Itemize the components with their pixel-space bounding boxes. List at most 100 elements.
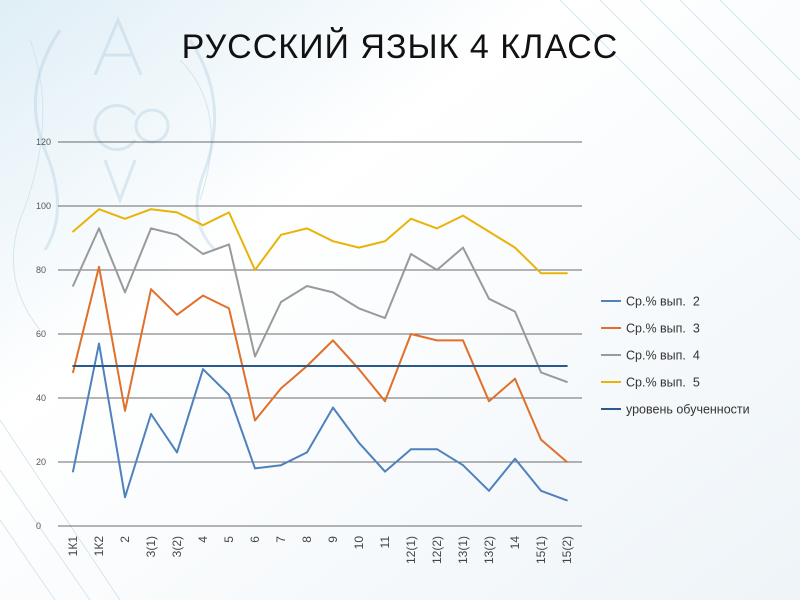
data-point <box>410 333 412 335</box>
data-point <box>150 365 152 367</box>
data-point <box>462 365 464 367</box>
data-point <box>150 288 152 291</box>
data-point <box>202 224 204 227</box>
x-tick-label: 1К2 <box>92 536 106 557</box>
data-point <box>280 301 282 303</box>
data-point <box>436 269 438 271</box>
data-point <box>228 211 230 214</box>
data-point <box>332 365 334 367</box>
data-point <box>540 272 542 275</box>
data-point <box>98 227 100 230</box>
series-points-3 <box>72 208 568 275</box>
data-point <box>410 253 412 255</box>
data-point <box>280 233 282 236</box>
data-point <box>228 243 230 246</box>
y-tick-label: 0 <box>36 521 41 531</box>
x-tick-label: 12(1) <box>404 536 418 564</box>
x-tick-label: 9 <box>326 536 340 543</box>
data-point <box>176 451 178 454</box>
data-point <box>514 310 516 313</box>
x-tick-label: 10 <box>352 536 366 550</box>
series-line-1 <box>72 265 568 463</box>
data-point <box>176 211 178 214</box>
data-point <box>124 409 126 412</box>
data-point <box>72 470 74 473</box>
data-point <box>72 285 74 287</box>
data-point <box>124 496 126 499</box>
data-point <box>254 355 256 358</box>
data-point <box>228 365 230 367</box>
data-point <box>150 413 152 415</box>
legend-label: Ср.% вып. 3 <box>626 322 700 336</box>
data-point <box>202 294 204 297</box>
x-tick-label: 4 <box>196 536 210 543</box>
data-point <box>436 448 438 451</box>
data-point <box>254 365 256 367</box>
data-point <box>280 387 282 390</box>
y-tick-label: 100 <box>36 201 51 211</box>
x-tick-label: 3(2) <box>170 536 184 557</box>
x-tick-label: 5 <box>222 536 236 543</box>
data-point <box>202 368 204 371</box>
data-point <box>228 393 230 396</box>
data-point <box>72 365 74 367</box>
data-point <box>462 339 464 342</box>
data-point <box>280 365 282 367</box>
data-point <box>306 285 308 287</box>
x-axis-ticks: 1К1 1К2 2 3(1) 3(2) 4 5 6 7 8 9 10 11 12(1) 12(2) 13(1)… <box>66 536 574 564</box>
data-point <box>228 307 230 310</box>
data-point <box>384 240 386 243</box>
legend-label: уровень обученности <box>626 403 750 417</box>
data-point <box>280 464 282 467</box>
data-point <box>358 368 360 371</box>
x-tick-label: 11 <box>378 536 392 549</box>
data-point <box>566 272 568 275</box>
legend-label: Ср.% вып. 2 <box>626 295 700 309</box>
data-point <box>384 470 386 473</box>
data-point <box>176 233 178 236</box>
data-point <box>410 448 412 451</box>
data-point <box>176 365 178 367</box>
series-points-2 <box>72 227 568 383</box>
x-tick-label: 15(2) <box>560 536 574 564</box>
data-point <box>124 217 126 220</box>
y-tick-label: 40 <box>36 393 46 403</box>
x-tick-label: 1К1 <box>66 536 80 557</box>
data-point <box>150 227 152 230</box>
data-point <box>566 461 568 463</box>
data-point <box>488 489 490 492</box>
data-point <box>566 499 568 502</box>
data-point <box>436 365 438 367</box>
data-point <box>540 371 542 374</box>
data-point <box>332 291 334 294</box>
data-point <box>98 208 100 211</box>
data-point <box>306 451 308 454</box>
data-point <box>98 342 100 345</box>
data-point <box>98 265 100 268</box>
data-point <box>514 365 516 367</box>
x-tick-label: 2 <box>118 536 132 543</box>
slide-title: РУССКИЙ ЯЗЫК 4 КЛАСС <box>181 28 619 66</box>
series-points-1 <box>72 265 568 463</box>
data-point <box>72 371 74 374</box>
data-point <box>436 339 438 342</box>
data-point <box>540 438 542 441</box>
data-point <box>124 365 126 367</box>
data-point <box>306 227 308 230</box>
data-point <box>514 377 516 380</box>
data-point <box>358 365 360 367</box>
data-point <box>306 365 308 367</box>
data-point <box>540 489 542 492</box>
data-point <box>462 214 464 217</box>
x-tick-label: 7 <box>274 536 288 543</box>
data-point <box>176 313 178 316</box>
data-point <box>514 457 516 460</box>
data-point <box>384 317 386 319</box>
data-point <box>124 291 126 294</box>
data-point <box>462 464 464 467</box>
series-line-0 <box>72 342 568 502</box>
legend: Ср.% вып. 2 Ср.% вып. 3 Ср.% вып. 4 Ср.% вы… <box>601 295 750 417</box>
data-point <box>254 269 256 271</box>
